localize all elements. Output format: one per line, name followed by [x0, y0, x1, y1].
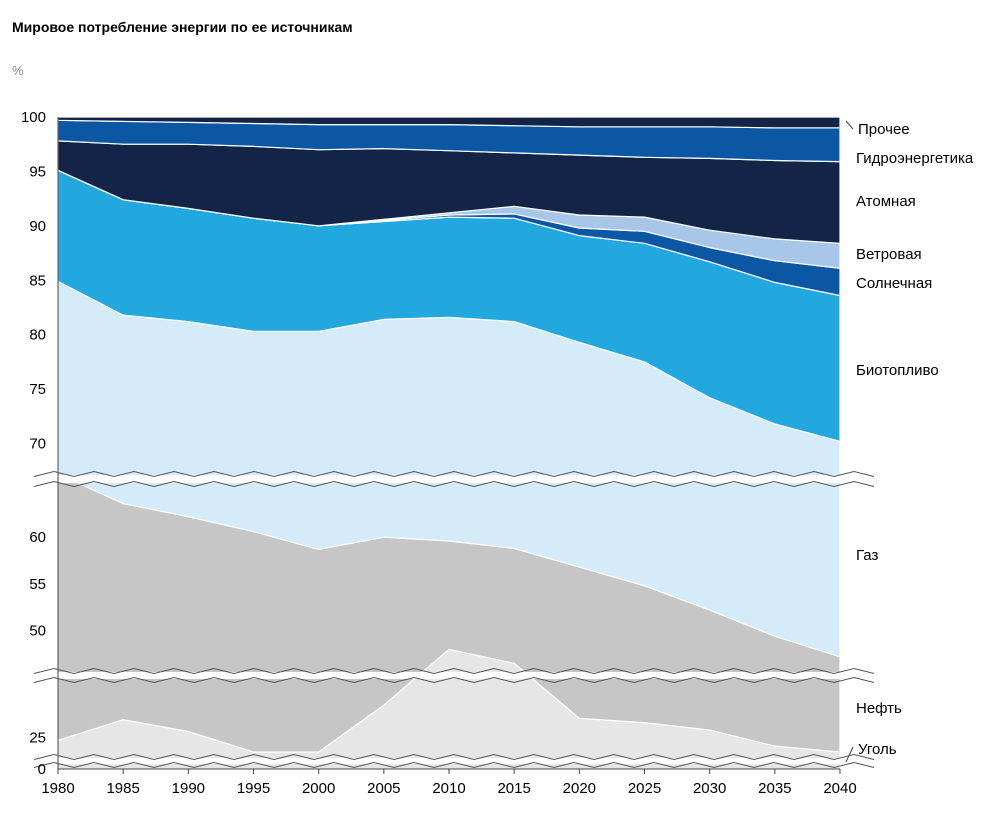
x-tick-label: 2025	[628, 780, 661, 797]
y-tick-label: 25	[29, 729, 46, 746]
chart-title: Мировое потребление энергии по ее источн…	[12, 19, 353, 35]
y-tick-label: 85	[29, 272, 46, 289]
chart-legend: Уголь Нефть Газ Биотопливо Солнечная Ветровая…	[845, 120, 974, 763]
y-tick-label: 60	[29, 529, 46, 546]
leader-line-coal	[845, 746, 854, 763]
axis-break-line-lower-3	[33, 480, 875, 488]
x-tick-label: 2035	[758, 780, 791, 797]
x-tick-label: 2010	[432, 780, 465, 797]
axis-break-line-lower-2	[33, 676, 875, 684]
x-tick-label: 2020	[563, 780, 596, 797]
x-tick-label: 2030	[693, 780, 726, 797]
legend-label-2: Нефть	[856, 700, 902, 717]
axis-break-line-upper-2	[33, 667, 875, 675]
x-tick-label: 1985	[106, 780, 139, 797]
legend-label-5: Солнечная	[856, 275, 932, 292]
y-tick-label: 95	[29, 163, 46, 180]
axis-break-line-upper-1	[33, 753, 875, 761]
legend-label-9: Прочее	[858, 121, 910, 138]
leader-line-other	[845, 120, 854, 130]
legend-label-7: Атомная	[856, 193, 916, 210]
legend-label-1: Уголь	[858, 741, 897, 758]
axis-break-gap-2	[34, 672, 880, 679]
y-tick-label: 0	[38, 761, 46, 778]
legend-label-4: Биотопливо	[856, 362, 939, 379]
axis-break-line-lower-1	[33, 761, 875, 769]
y-tick-label: 80	[29, 327, 46, 344]
y-tick-label: 70	[29, 436, 46, 453]
area-9	[57, 116, 841, 129]
legend-label-3: Газ	[856, 547, 878, 564]
legend-label-8: Гидроэнергетика	[856, 150, 974, 167]
x-tick-label: 2015	[497, 780, 530, 797]
y-tick-label: 75	[29, 381, 46, 398]
axis-breaks	[33, 470, 880, 769]
y-tick-label: 90	[29, 218, 46, 235]
x-tick-label: 2000	[302, 780, 335, 797]
x-tick-label: 2040	[823, 780, 856, 797]
x-tick-label: 1990	[172, 780, 205, 797]
chart-areas	[57, 116, 841, 770]
axis-break-line-upper-3	[33, 470, 875, 478]
axis-break-gap-1	[34, 758, 880, 764]
y-axis-unit: %	[12, 63, 24, 78]
axis-break-gap-3	[34, 475, 880, 483]
y-tick-label: 100	[21, 109, 46, 126]
y-tick-label: 55	[29, 576, 46, 593]
x-tick-label: 2005	[367, 780, 400, 797]
x-tick-label: 1980	[41, 780, 74, 797]
y-tick-label: 50	[29, 623, 46, 640]
x-tick-label: 1995	[237, 780, 270, 797]
legend-label-6: Ветровая	[856, 246, 922, 263]
chart-axes: 100 95 90 85 80 75 70 60 55 50 25 0 1980 1985 1990 1995…	[21, 109, 857, 797]
